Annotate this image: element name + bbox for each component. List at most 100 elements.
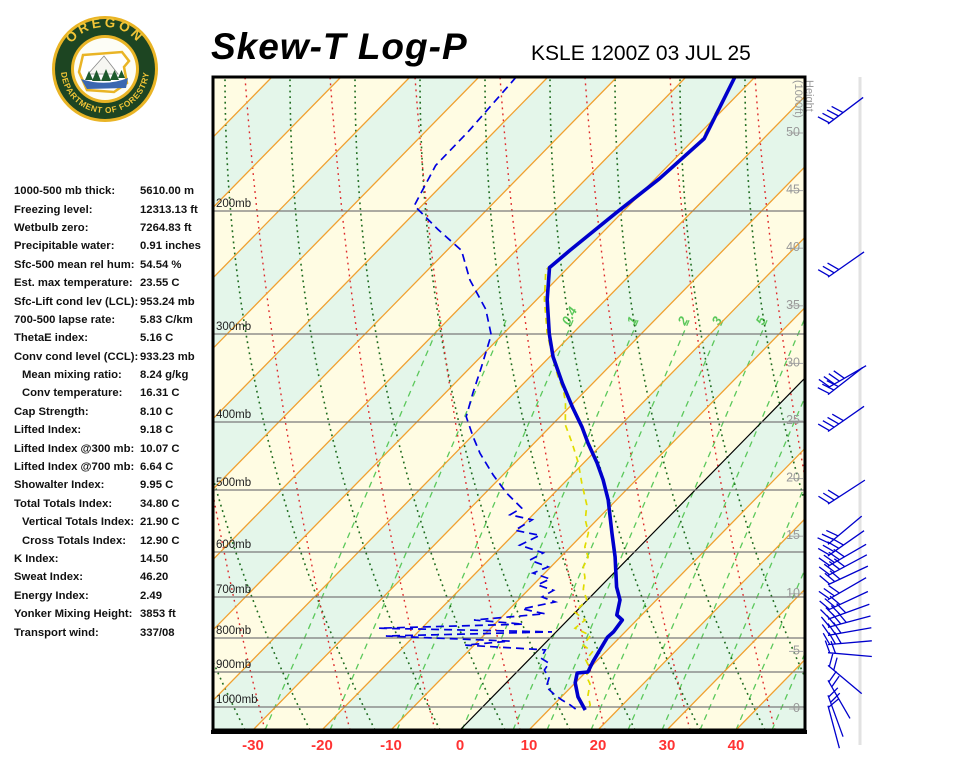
index-label: Cross Totals Index: (22, 534, 126, 547)
index-label: Est. max temperature: (14, 277, 133, 290)
index-value: 953.24 mb (140, 295, 195, 308)
index-label: Transport wind: (14, 626, 99, 639)
svg-text:30: 30 (786, 355, 800, 369)
index-row: Wetbulb zero: 7264.83 ft (14, 219, 210, 237)
wind-barb (817, 96, 864, 125)
wind-barb (817, 251, 865, 278)
svg-text:0: 0 (793, 701, 800, 715)
index-value: 54.54 % (140, 258, 182, 271)
svg-text:0: 0 (456, 737, 464, 754)
index-value: 337/08 (140, 626, 175, 639)
station-time-label: KSLE 1200Z 03 JUL 25 (531, 42, 751, 65)
index-row: Sfc-500 mean rel hum: 54.54 % (14, 256, 210, 274)
index-label: Energy Index: (14, 589, 89, 602)
index-row: Cap Strength: 8.10 C (14, 403, 210, 421)
svg-text:25: 25 (786, 413, 800, 427)
wind-barb (818, 479, 866, 505)
wind-barb (827, 687, 844, 737)
index-row: K Index: 14.50 (14, 550, 210, 568)
temperature-axis: -30 -20 -10 0 10 20 30 40 (242, 737, 744, 754)
wind-barb (818, 543, 867, 567)
index-value: 5.83 C/km (140, 313, 193, 326)
index-row: Precipitable water: 0.91 inches (14, 237, 210, 255)
index-label: Wetbulb zero: (14, 221, 89, 234)
index-row: 700-500 lapse rate: 5.83 C/km (14, 311, 210, 329)
wind-barb (818, 577, 867, 601)
index-value: 21.90 C (140, 516, 180, 529)
index-row: Conv cond level (CCL): 933.23 mb (14, 348, 210, 366)
index-row: Yonker Mixing Height: 3853 ft (14, 605, 210, 623)
wind-barb (819, 565, 869, 586)
index-value: 933.23 mb (140, 350, 195, 363)
svg-text:5: 5 (793, 643, 800, 657)
sounding-indices-panel: 1000-500 mb thick: 5610.00 m Freezing leve… (14, 182, 210, 642)
wind-barb (819, 590, 869, 611)
page-title: Skew-T Log-P (211, 26, 468, 67)
svg-text:400mb: 400mb (216, 409, 251, 421)
svg-text:700mb: 700mb (216, 584, 251, 596)
index-label: ThetaE index: (14, 332, 89, 345)
svg-text:600mb: 600mb (216, 539, 251, 551)
index-label: Precipitable water: (14, 240, 115, 253)
index-row: Conv temperature: 16.31 C (14, 384, 210, 402)
index-row: Lifted Index: 9.18 C (14, 421, 210, 439)
wind-barb (817, 405, 865, 433)
index-label: 1000-500 mb thick: (14, 185, 116, 198)
index-row: Est. max temperature: 23.55 C (14, 274, 210, 292)
index-row: Transport wind: 337/08 (14, 623, 210, 641)
svg-text:200mb: 200mb (216, 198, 251, 210)
svg-text:40: 40 (728, 737, 745, 754)
index-row: Lifted Index @300 mb: 10.07 C (14, 439, 210, 457)
index-value: 5610.00 m (140, 185, 195, 198)
index-value: 9.18 C (140, 424, 174, 437)
index-label: Sweat Index: (14, 571, 84, 584)
index-row: Lifted Index @700 mb: 6.64 C (14, 458, 210, 476)
svg-text:500mb: 500mb (216, 477, 251, 489)
wind-barb (827, 670, 851, 719)
index-value: 12.90 C (140, 534, 180, 547)
logo-scene (77, 50, 131, 94)
index-row: Cross Totals Index: 12.90 C (14, 531, 210, 549)
wind-barb (817, 530, 865, 557)
index-row: ThetaE index: 5.16 C (14, 329, 210, 347)
index-value: 0.91 inches (140, 240, 201, 253)
svg-text:10: 10 (786, 586, 800, 600)
index-row: Mean mixing ratio: 8.24 g/kg (14, 366, 210, 384)
index-value: 2.49 (140, 589, 162, 602)
svg-text:10: 10 (521, 737, 538, 754)
index-row: Energy Index: 2.49 (14, 587, 210, 605)
wind-barbs (817, 77, 872, 749)
index-value: 6.64 C (140, 461, 174, 474)
index-label: Yonker Mixing Height: (14, 608, 133, 621)
svg-text:300mb: 300mb (216, 321, 251, 333)
svg-text:900mb: 900mb (216, 659, 251, 671)
index-label: Showalter Index: (14, 479, 105, 492)
index-label: Sfc-Lift cond lev (LCL): (14, 295, 139, 308)
dewpoint-trace (378, 77, 578, 711)
dry-adiabats (213, 77, 805, 730)
index-value: 12313.13 ft (140, 203, 198, 216)
index-row: Freezing level: 12313.13 ft (14, 200, 210, 218)
index-label: Conv cond level (CCL): (14, 350, 139, 363)
odf-logo: OREGON DEPARTMENT OF FORESTRY (52, 15, 158, 122)
wind-barb (822, 631, 872, 646)
index-label: Total Totals Index: (14, 497, 113, 510)
index-value: 3853 ft (140, 608, 176, 621)
svg-text:(1000ft): (1000ft) (792, 80, 804, 118)
wind-barb (824, 640, 872, 658)
index-label: 700-500 lapse rate: (14, 313, 116, 326)
wind-barb (817, 367, 864, 396)
index-value: 7264.83 ft (140, 221, 192, 234)
index-value: 5.16 C (140, 332, 174, 345)
index-label: Vertical Totals Index: (22, 516, 135, 529)
index-label: Conv temperature: (22, 387, 123, 400)
index-label: Lifted Index @300 mb: (14, 442, 135, 455)
wind-barb (827, 653, 863, 695)
isotherms (213, 77, 805, 730)
wind-barb (818, 365, 867, 389)
svg-text:-20: -20 (311, 737, 333, 754)
index-value: 8.10 C (140, 405, 174, 418)
